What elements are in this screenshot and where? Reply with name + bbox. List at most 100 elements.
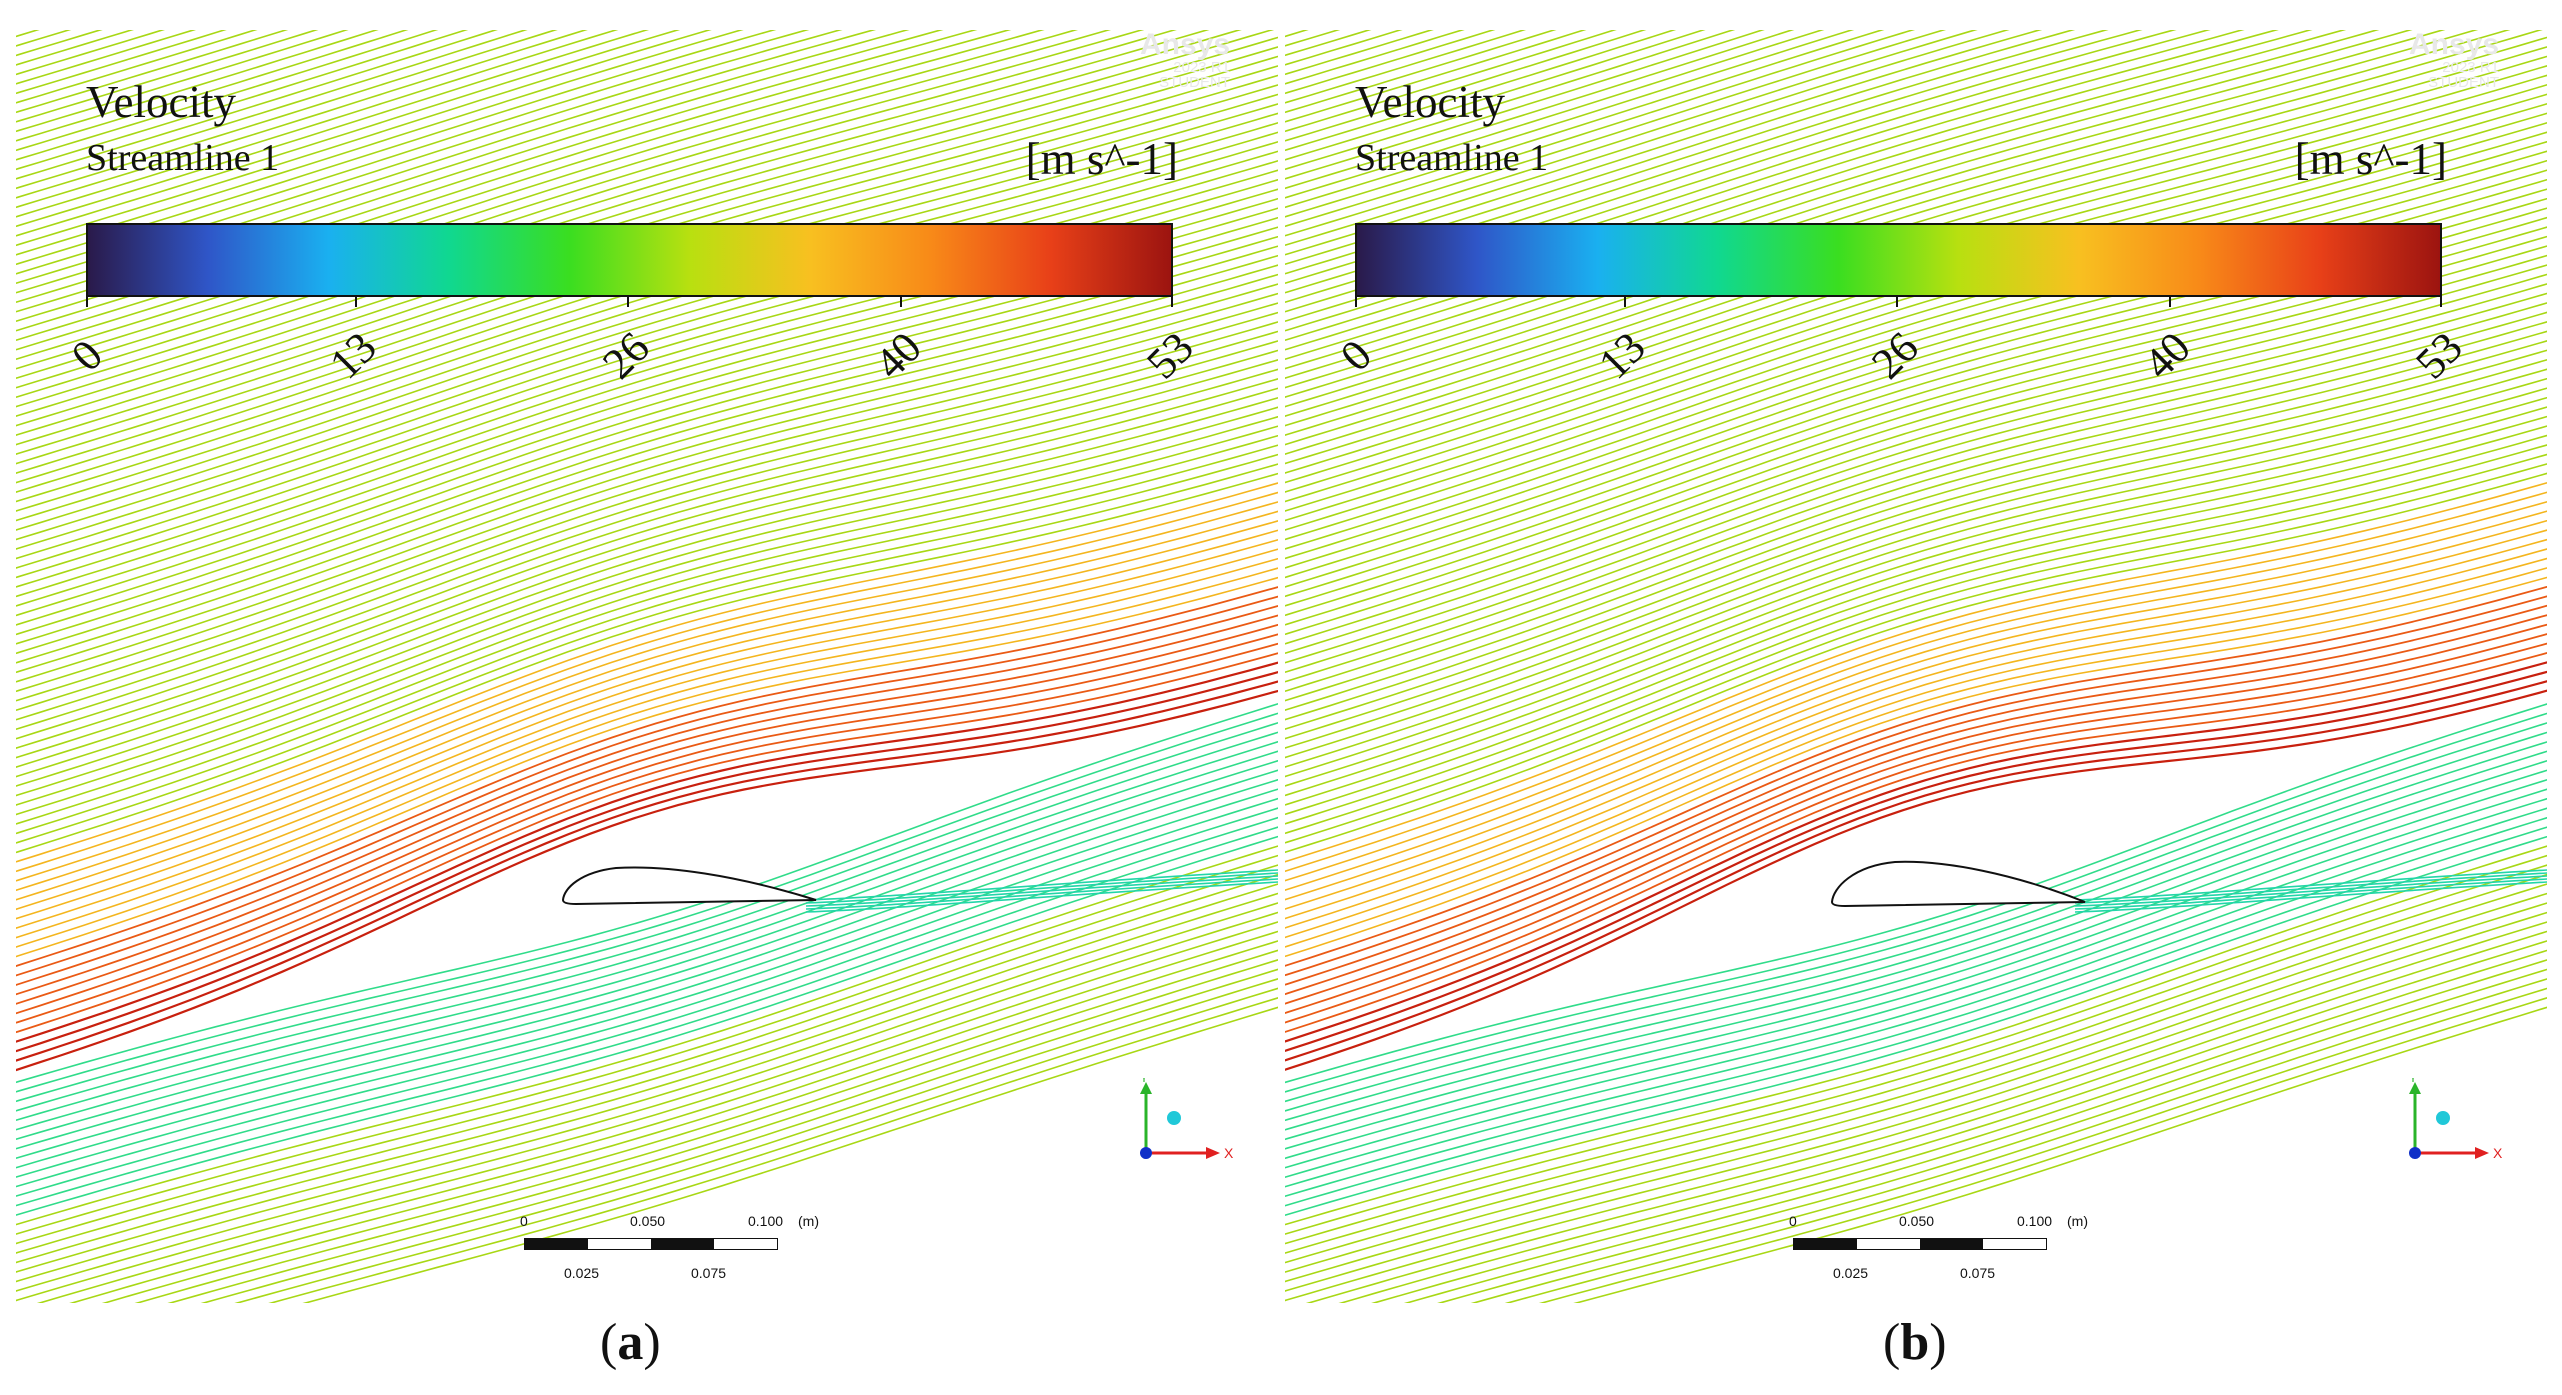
streamline	[1285, 864, 2547, 1245]
streamline	[1285, 311, 2547, 693]
wake-streamline	[805, 878, 1278, 910]
streamline	[1285, 652, 2547, 1033]
streamline	[16, 911, 1278, 1292]
streamline	[1285, 330, 2547, 711]
streamline	[16, 759, 1278, 1141]
streamline	[16, 835, 1278, 1216]
streamline	[1285, 273, 2547, 655]
streamline	[16, 501, 1278, 882]
x-axis-label: X	[1224, 1145, 1234, 1161]
streamline	[16, 854, 1278, 1235]
streamline	[1285, 30, 1736, 171]
streamline	[1285, 633, 2547, 1014]
streamline	[1285, 396, 2547, 778]
streamline	[1285, 30, 2446, 379]
wake-streamline	[2074, 881, 2547, 913]
streamline	[1285, 642, 2547, 1024]
streamline	[16, 121, 1278, 503]
streamline	[16, 30, 712, 247]
streamline	[16, 567, 1278, 948]
streamline	[1285, 779, 2547, 1160]
streamline	[16, 845, 1278, 1226]
colorbar	[1355, 223, 2442, 297]
streamline	[16, 30, 1275, 408]
streamline	[1285, 340, 2547, 721]
streamline	[16, 30, 227, 95]
caption-b: (b)	[1883, 1314, 1947, 1371]
streamline	[1285, 30, 1825, 199]
streamline	[1285, 481, 2547, 863]
streamline	[16, 873, 1278, 1254]
streamline	[1285, 444, 2547, 825]
streamline	[1285, 387, 2547, 768]
streamline	[1285, 30, 1947, 237]
streamline	[16, 140, 1278, 522]
streamline	[1285, 670, 2547, 1053]
streamline	[16, 680, 1278, 1062]
streamline	[16, 425, 1278, 806]
streamline	[1285, 538, 2547, 920]
wake-streamline	[805, 872, 1278, 904]
streamline	[16, 670, 1278, 1053]
streamline	[167, 968, 1278, 1303]
streamline	[16, 30, 258, 104]
streamline	[1285, 712, 2547, 1093]
scale-label: 0	[520, 1213, 528, 1229]
axis-triad: Y X	[1140, 1078, 1234, 1161]
streamline	[1285, 529, 2547, 910]
streamline	[16, 750, 1278, 1131]
streamline	[1285, 406, 2547, 787]
streamline	[16, 491, 1278, 873]
streamline	[1470, 978, 2547, 1303]
airfoil	[1830, 860, 2086, 908]
streamline	[16, 463, 1278, 844]
streamline	[16, 30, 650, 228]
streamline	[16, 595, 1278, 977]
streamline	[1504, 987, 2547, 1303]
streamline	[16, 406, 1278, 787]
colorbar-tick	[627, 297, 629, 307]
streamline	[16, 652, 1278, 1034]
streamline	[1285, 892, 2547, 1273]
streamline	[16, 482, 1278, 863]
streamline	[16, 264, 1278, 645]
streamline	[16, 368, 1278, 749]
streamline	[1285, 760, 2547, 1141]
streamline	[16, 472, 1278, 854]
streamline	[1285, 30, 2479, 389]
streamline	[16, 30, 528, 190]
streamline	[1285, 30, 1885, 218]
streamline	[16, 538, 1278, 920]
scale-unit: (m)	[2067, 1213, 2088, 1229]
caption-a: (a)	[600, 1314, 661, 1371]
streamline	[16, 340, 1278, 721]
y-axis-label: Y	[1140, 1078, 1148, 1085]
streamline	[1285, 30, 1341, 47]
streamline	[16, 30, 744, 256]
streamline	[16, 453, 1278, 835]
streamline	[1285, 415, 2547, 797]
streamline	[1285, 731, 2547, 1112]
streamline	[1285, 680, 2547, 1062]
streamline	[1285, 358, 2547, 740]
streamline	[16, 30, 1210, 389]
streamline	[1285, 30, 2076, 275]
streamline	[16, 892, 1278, 1273]
streamline	[1285, 604, 2547, 986]
streamline	[16, 778, 1278, 1160]
x-axis-label: X	[2493, 1145, 2503, 1161]
streamline	[1285, 30, 1706, 161]
streamline	[1285, 30, 2413, 370]
streamline	[1285, 873, 2547, 1254]
streamline	[16, 321, 1278, 702]
streamline	[1285, 703, 2547, 1084]
streamline	[302, 1006, 1278, 1303]
streamline	[16, 30, 439, 161]
streamline	[16, 150, 1278, 531]
streamline	[16, 769, 1278, 1150]
streamline	[1285, 434, 2547, 816]
streamline	[1285, 30, 2010, 256]
streamline	[1285, 131, 2547, 512]
scale-bar-track	[1793, 1238, 2047, 1250]
streamline	[1573, 1006, 2547, 1303]
